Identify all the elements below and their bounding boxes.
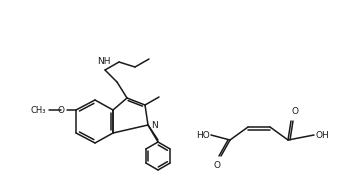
Text: O: O xyxy=(291,107,298,116)
Text: O: O xyxy=(58,105,65,114)
Text: HO: HO xyxy=(196,131,210,140)
Text: N: N xyxy=(151,121,158,130)
Text: CH₃: CH₃ xyxy=(30,105,46,114)
Text: NH: NH xyxy=(97,57,111,66)
Text: OH: OH xyxy=(316,131,330,140)
Text: O: O xyxy=(213,161,221,170)
